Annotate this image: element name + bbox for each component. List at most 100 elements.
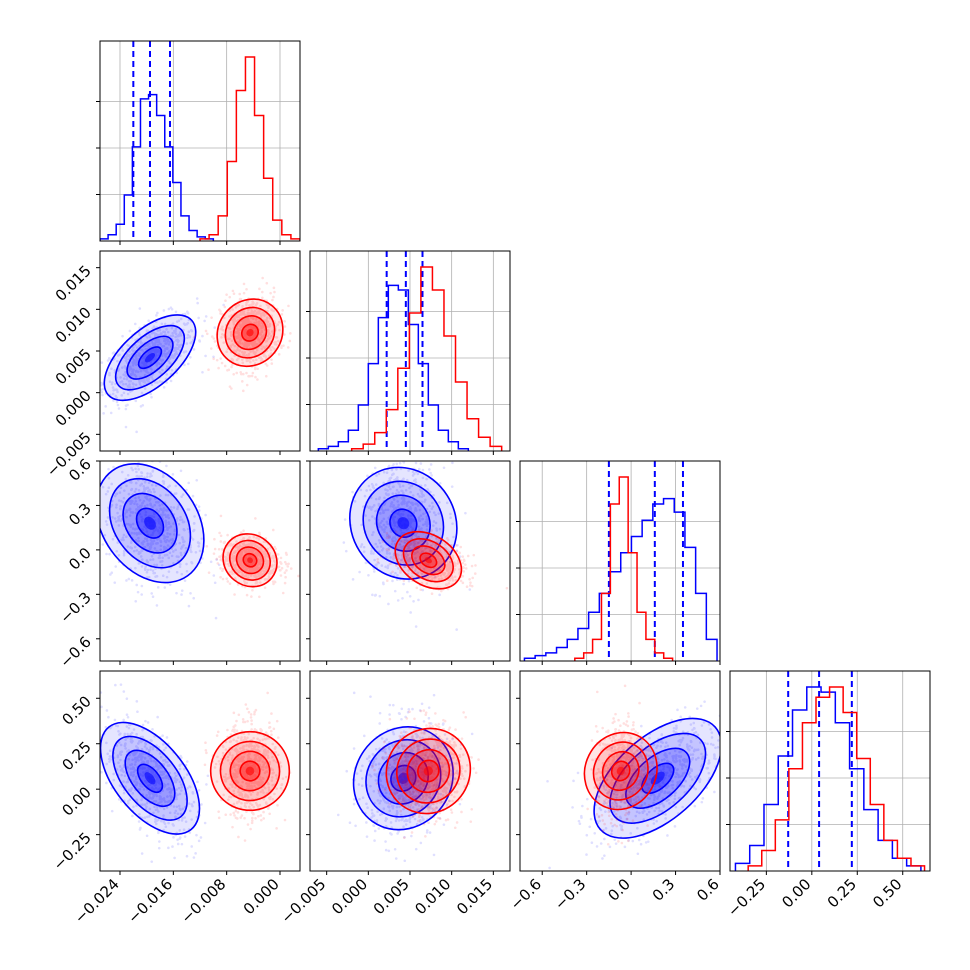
scatter-point — [412, 544, 415, 548]
scatter-point — [267, 572, 271, 575]
scatter-point — [179, 334, 183, 337]
scatter-point — [158, 333, 161, 337]
scatter-point — [124, 374, 127, 377]
scatter-point — [258, 531, 261, 535]
scatter-point — [243, 559, 247, 562]
scatter-point — [271, 569, 274, 572]
scatter-point — [260, 325, 264, 329]
contour-1 — [228, 539, 272, 581]
scatter-point — [438, 549, 442, 553]
scatter-point — [390, 538, 394, 541]
scatter-point — [258, 561, 262, 565]
scatter-point — [253, 343, 256, 347]
scatter-point — [183, 528, 186, 532]
scatter-point — [420, 490, 423, 493]
scatter-point — [144, 344, 148, 347]
scatter-point — [226, 553, 230, 557]
scatter-point — [140, 504, 143, 508]
scatter-point — [100, 705, 103, 709]
scatter-point — [238, 544, 242, 548]
scatter-point — [235, 540, 238, 543]
scatter-point — [469, 581, 472, 584]
scatter-point — [380, 548, 384, 552]
scatter-point — [419, 436, 422, 439]
scatter-point — [386, 489, 389, 492]
scatter-point — [268, 725, 272, 729]
scatter-point — [145, 377, 148, 381]
scatter-point — [242, 330, 246, 334]
scatter-point — [252, 559, 256, 563]
scatter-point — [129, 546, 132, 549]
y-tick-label: 0.3 — [65, 500, 95, 530]
scatter-point — [111, 352, 115, 355]
scatter-point — [238, 313, 241, 317]
scatter-point — [415, 502, 419, 506]
scatter-point — [135, 531, 139, 535]
scatter-point — [100, 390, 104, 394]
scatter-point — [142, 379, 146, 382]
scatter-point — [252, 335, 256, 339]
scatter-point — [181, 493, 185, 496]
scatter-point — [272, 557, 275, 560]
scatter-point — [275, 343, 278, 346]
scatter-point — [122, 552, 126, 555]
scatter-point — [269, 348, 273, 352]
scatter-point — [265, 364, 269, 367]
scatter-point — [377, 504, 381, 507]
scatter-point — [187, 508, 191, 511]
scatter-point — [151, 542, 155, 545]
scatter-point — [435, 527, 438, 530]
scatter-point — [167, 516, 171, 520]
scatter-point — [378, 594, 382, 598]
scatter-point — [205, 783, 208, 786]
scatter-point — [261, 572, 265, 576]
scatter-point — [438, 501, 441, 504]
scatter-point — [239, 370, 243, 374]
scatter-point — [136, 710, 139, 714]
scatter-point — [142, 484, 146, 488]
scatter-point — [169, 506, 173, 509]
scatter-point — [192, 521, 196, 525]
scatter-point — [269, 334, 273, 338]
scatter-point — [244, 343, 248, 347]
scatter-point — [117, 368, 121, 371]
scatter-point — [254, 333, 257, 337]
scatter-point — [244, 559, 247, 562]
scatter-point — [187, 481, 191, 485]
scatter-point — [408, 594, 412, 598]
scatter-point — [262, 354, 266, 358]
scatter-point — [279, 556, 283, 560]
scatter-point — [157, 846, 161, 850]
scatter-point — [425, 524, 429, 528]
scatter-point — [232, 558, 236, 561]
scatter-point — [243, 557, 247, 561]
scatter-point — [429, 550, 432, 554]
scatter-point — [183, 363, 186, 367]
scatter-point — [246, 341, 250, 344]
scatter-point — [165, 515, 168, 519]
scatter-point — [222, 541, 226, 545]
scatter-point — [140, 471, 143, 474]
scatter-point — [244, 319, 247, 322]
scatter-point — [371, 484, 375, 488]
scatter-point — [170, 354, 174, 357]
scatter-point — [451, 461, 454, 465]
scatter-point — [162, 534, 165, 537]
scatter-point — [178, 541, 182, 545]
scatter-point — [155, 364, 159, 367]
scatter-point — [237, 357, 240, 360]
scatter-point — [230, 560, 233, 564]
scatter-point — [275, 827, 278, 830]
scatter-point — [258, 547, 261, 551]
scatter-point — [249, 568, 253, 571]
scatter-point — [219, 575, 222, 579]
scatter-point — [244, 568, 248, 572]
scatter-point — [408, 557, 412, 560]
scatter-point — [159, 528, 163, 532]
scatter-point — [242, 320, 245, 324]
scatter-point — [431, 576, 434, 580]
scatter-point — [250, 548, 253, 552]
scatter-point — [154, 527, 158, 530]
scatter-point — [250, 326, 254, 330]
scatter-point — [232, 319, 235, 323]
